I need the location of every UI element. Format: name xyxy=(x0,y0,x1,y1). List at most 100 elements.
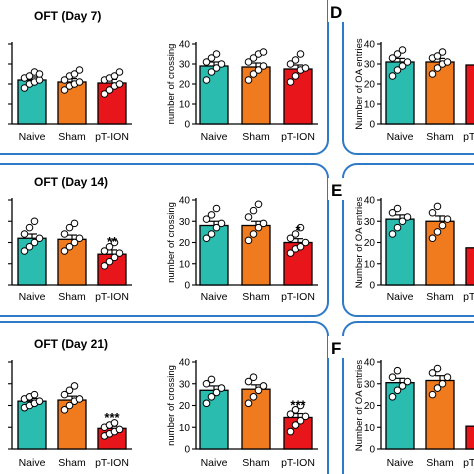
data-point xyxy=(244,213,253,221)
data-point xyxy=(202,58,211,66)
y-tick-label: 40 xyxy=(179,358,191,369)
data-point xyxy=(393,204,402,213)
data-point xyxy=(296,242,305,251)
data-point xyxy=(212,204,221,213)
y-tick-label: 10 xyxy=(179,423,191,434)
data-point xyxy=(438,379,447,388)
y-tick-label: 0 xyxy=(184,445,190,456)
data-point xyxy=(212,64,221,72)
data-point xyxy=(249,393,258,401)
data-point xyxy=(110,253,119,262)
data-point xyxy=(207,393,216,401)
data-point xyxy=(105,242,114,251)
category-label: Sham xyxy=(242,291,270,303)
data-point xyxy=(249,70,258,78)
category-label: Naive xyxy=(19,291,46,303)
data-point xyxy=(202,215,211,223)
data-point xyxy=(296,416,305,425)
data-point xyxy=(75,395,84,403)
category-label: Naive xyxy=(387,457,414,469)
data-point xyxy=(115,425,124,434)
data-point xyxy=(296,401,305,410)
data-point xyxy=(249,54,258,62)
data-point xyxy=(75,78,84,86)
data-point xyxy=(110,238,119,247)
category-label: Naive xyxy=(387,291,414,303)
category-label: Sham xyxy=(242,131,270,143)
data-point xyxy=(301,238,310,247)
category-label: Naive xyxy=(387,131,414,143)
category-label: pT-ION xyxy=(281,457,315,469)
data-point xyxy=(30,217,39,226)
category-label: Naive xyxy=(201,457,228,469)
data-point xyxy=(20,247,29,255)
panel-letter-F: F xyxy=(331,339,341,358)
data-point xyxy=(70,70,79,78)
y-tick-label: 10 xyxy=(364,259,376,270)
y-tick-label: 0 xyxy=(369,281,375,292)
data-point xyxy=(110,419,119,427)
data-point xyxy=(433,202,442,211)
data-point xyxy=(286,410,295,419)
chart-title: OFT (Day 21) xyxy=(34,337,108,351)
data-point xyxy=(291,72,300,80)
category-label: pT-ION xyxy=(463,457,474,469)
data-point xyxy=(388,373,397,382)
chart-day14-center: OFT (Day 14) Naive Sham ** pT-ION xyxy=(8,175,132,303)
data-point xyxy=(433,364,442,373)
data-point xyxy=(207,68,216,76)
data-point xyxy=(244,76,253,84)
data-point xyxy=(296,223,305,232)
chart-title: OFT (Day 7) xyxy=(34,9,101,23)
data-point xyxy=(25,72,34,80)
data-point xyxy=(403,58,412,66)
data-point xyxy=(433,64,442,72)
data-point xyxy=(202,234,211,243)
data-point xyxy=(202,379,211,388)
significance-label: *** xyxy=(104,410,120,425)
y-tick-label: 20 xyxy=(179,80,191,91)
data-point xyxy=(35,397,44,405)
data-point xyxy=(70,382,79,390)
y-tick-label: 0 xyxy=(184,281,190,292)
category-label: Naive xyxy=(201,291,228,303)
y-axis-label: Number of OA entries xyxy=(354,360,365,452)
data-point xyxy=(207,230,216,238)
y-tick-label: 40 xyxy=(179,40,191,51)
panel-box-day14 xyxy=(0,163,329,317)
y-tick-label: 40 xyxy=(364,358,376,369)
category-label: Sham xyxy=(242,457,270,469)
data-point xyxy=(217,219,226,228)
data-point xyxy=(301,412,310,421)
data-point xyxy=(393,66,402,74)
data-point xyxy=(291,421,300,429)
bar-pt-ion xyxy=(465,247,474,286)
data-point xyxy=(433,384,442,392)
y-tick-label: 0 xyxy=(184,120,190,131)
data-point xyxy=(105,86,114,94)
data-point xyxy=(254,66,263,74)
data-point xyxy=(291,230,300,238)
data-point xyxy=(291,406,300,414)
y-tick-label: 30 xyxy=(179,379,191,390)
data-point xyxy=(100,90,109,98)
significance-label: *** xyxy=(290,398,306,413)
y-tick-label: 0 xyxy=(369,120,375,131)
data-point xyxy=(110,72,119,80)
bar-naive xyxy=(385,61,415,125)
data-point xyxy=(393,386,402,395)
data-point xyxy=(286,234,295,243)
data-point xyxy=(249,206,258,215)
data-point xyxy=(259,48,268,56)
data-point xyxy=(212,223,221,232)
y-tick-label: 30 xyxy=(364,60,376,71)
panel-box-D xyxy=(342,0,474,155)
y-tick-label: 30 xyxy=(364,217,376,228)
y-axis-label: number of crossing xyxy=(166,365,177,446)
data-point xyxy=(115,249,124,257)
data-point xyxy=(428,70,437,78)
data-point xyxy=(244,377,253,386)
data-point xyxy=(254,200,263,209)
data-point xyxy=(65,401,74,410)
